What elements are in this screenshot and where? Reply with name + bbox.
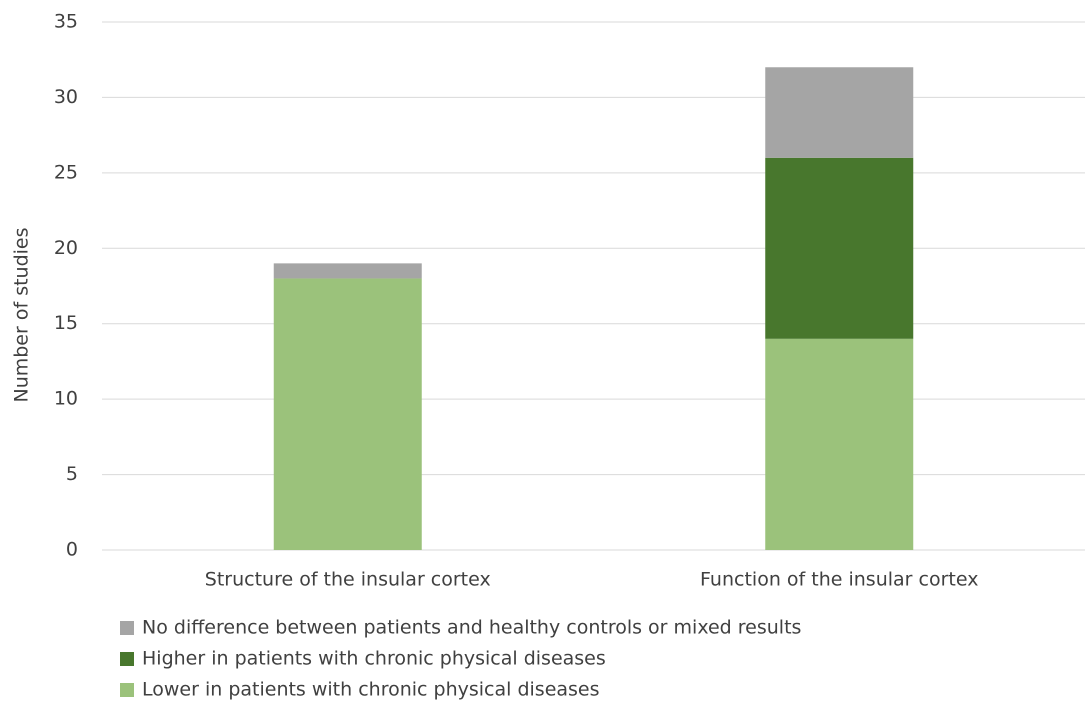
y-tick-label: 30 xyxy=(54,86,78,108)
y-tick-label: 35 xyxy=(54,11,78,33)
x-tick-label: Structure of the insular cortex xyxy=(205,569,491,591)
y-axis-label: Number of studies xyxy=(11,227,33,402)
y-tick-label: 5 xyxy=(66,463,78,485)
bar-segment xyxy=(765,67,914,158)
y-tick-label: 10 xyxy=(54,388,78,410)
legend-label: Lower in patients with chronic physical … xyxy=(142,679,600,701)
legend-swatch xyxy=(120,621,134,635)
y-tick-label: 20 xyxy=(54,237,78,259)
legend-swatch xyxy=(120,652,134,666)
legend-label: No difference between patients and healt… xyxy=(142,617,801,639)
y-tick-label: 15 xyxy=(54,312,78,334)
bar-segment xyxy=(765,338,914,550)
bar-segment xyxy=(273,263,422,279)
y-tick-label: 25 xyxy=(54,161,78,183)
legend-label: Higher in patients with chronic physical… xyxy=(142,648,606,670)
legend-swatch xyxy=(120,683,134,697)
bar-segment xyxy=(273,278,422,550)
y-tick-label: 0 xyxy=(66,539,78,561)
x-tick-label: Function of the insular cortex xyxy=(700,569,978,591)
bar-segment xyxy=(765,157,914,339)
